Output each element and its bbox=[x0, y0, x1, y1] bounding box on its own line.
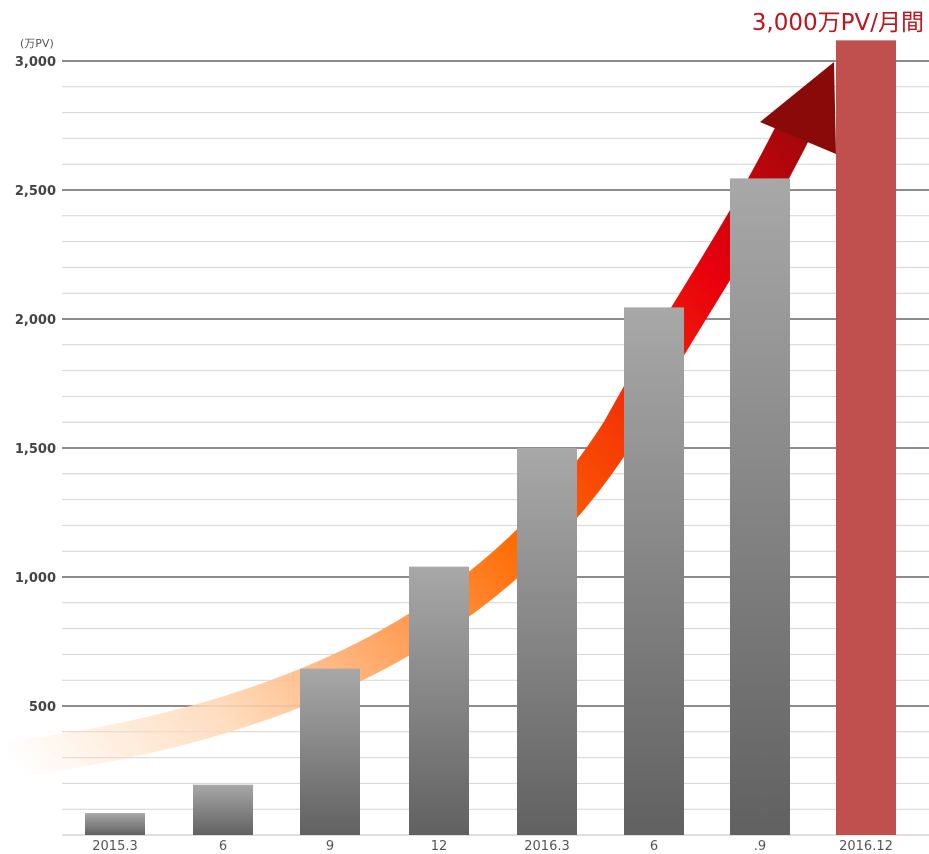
x-tick-label: 2015.3 bbox=[92, 839, 138, 854]
y-tick-label: 2,000 bbox=[15, 313, 56, 328]
growth-arrow-head bbox=[760, 62, 836, 154]
bar bbox=[193, 784, 253, 835]
x-tick-label: 2016.12 bbox=[839, 839, 893, 854]
bar bbox=[85, 813, 145, 835]
bars bbox=[85, 40, 896, 836]
bar bbox=[624, 307, 684, 835]
y-tick-label: 2,500 bbox=[15, 184, 56, 199]
bar bbox=[730, 178, 790, 835]
y-tick-label: 3,000 bbox=[15, 55, 56, 70]
x-tick-label: 6 bbox=[650, 839, 658, 854]
x-tick-label: 2016.3 bbox=[524, 839, 570, 854]
x-tick-label: 12 bbox=[431, 839, 448, 854]
y-tick-label: 1,000 bbox=[15, 571, 56, 586]
bar bbox=[409, 566, 469, 835]
x-tick-label: .9 bbox=[754, 839, 766, 854]
bar bbox=[300, 668, 360, 835]
y-axis-unit-label: (万PV) bbox=[20, 37, 54, 50]
x-axis-ticks: 2015.3 6 9 12 2016.3 6 .9 2016.12 bbox=[92, 839, 893, 854]
y-axis-ticks: 500 1,000 1,500 2,000 2,500 3,000 bbox=[15, 55, 56, 715]
bar bbox=[517, 448, 577, 835]
y-tick-label: 500 bbox=[29, 700, 56, 715]
x-tick-label: 9 bbox=[326, 839, 334, 854]
y-tick-label: 1,500 bbox=[15, 442, 56, 457]
bar-highlighted bbox=[836, 40, 896, 836]
headline-annotation: 3,000万PV/月間 bbox=[752, 10, 924, 36]
x-tick-label: 6 bbox=[219, 839, 227, 854]
